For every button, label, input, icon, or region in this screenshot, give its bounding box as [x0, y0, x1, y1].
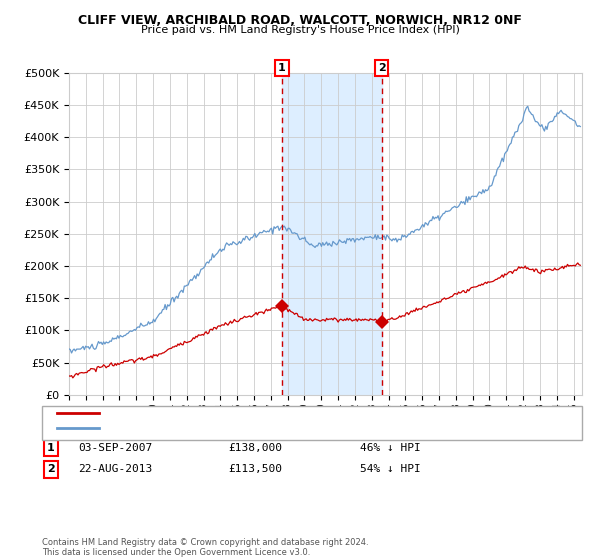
- Bar: [282, 73, 382, 395]
- Text: CLIFF VIEW, ARCHIBALD ROAD, WALCOTT, NORWICH, NR12 0NF (detached house): CLIFF VIEW, ARCHIBALD ROAD, WALCOTT, NOR…: [105, 408, 506, 418]
- Text: 2: 2: [377, 63, 385, 73]
- Text: Contains HM Land Registry data © Crown copyright and database right 2024.
This d: Contains HM Land Registry data © Crown c…: [42, 538, 368, 557]
- Text: 1: 1: [47, 443, 55, 453]
- Text: Price paid vs. HM Land Registry's House Price Index (HPI): Price paid vs. HM Land Registry's House …: [140, 25, 460, 35]
- Text: £138,000: £138,000: [228, 443, 282, 453]
- Text: £113,500: £113,500: [228, 464, 282, 474]
- Text: 46% ↓ HPI: 46% ↓ HPI: [360, 443, 421, 453]
- Text: 54% ↓ HPI: 54% ↓ HPI: [360, 464, 421, 474]
- Text: 1: 1: [278, 63, 286, 73]
- Text: 03-SEP-2007: 03-SEP-2007: [78, 443, 152, 453]
- Text: CLIFF VIEW, ARCHIBALD ROAD, WALCOTT, NORWICH, NR12 0NF: CLIFF VIEW, ARCHIBALD ROAD, WALCOTT, NOR…: [78, 14, 522, 27]
- Text: HPI: Average price, detached house, North Norfolk: HPI: Average price, detached house, Nort…: [105, 423, 351, 433]
- Text: 2: 2: [47, 464, 55, 474]
- Text: 22-AUG-2013: 22-AUG-2013: [78, 464, 152, 474]
